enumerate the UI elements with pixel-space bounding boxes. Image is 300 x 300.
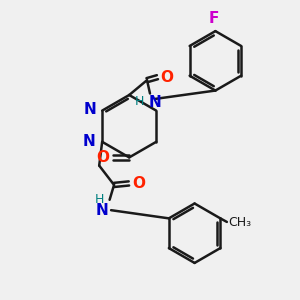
Text: N: N: [83, 134, 96, 149]
Text: F: F: [209, 11, 219, 26]
Text: N: N: [148, 95, 161, 110]
Text: H: H: [135, 95, 144, 108]
Text: O: O: [132, 176, 145, 191]
Text: N: N: [95, 203, 108, 218]
Text: N: N: [84, 102, 97, 117]
Text: H: H: [94, 193, 104, 206]
Text: O: O: [160, 70, 173, 85]
Text: CH₃: CH₃: [228, 216, 251, 229]
Text: O: O: [96, 150, 109, 165]
